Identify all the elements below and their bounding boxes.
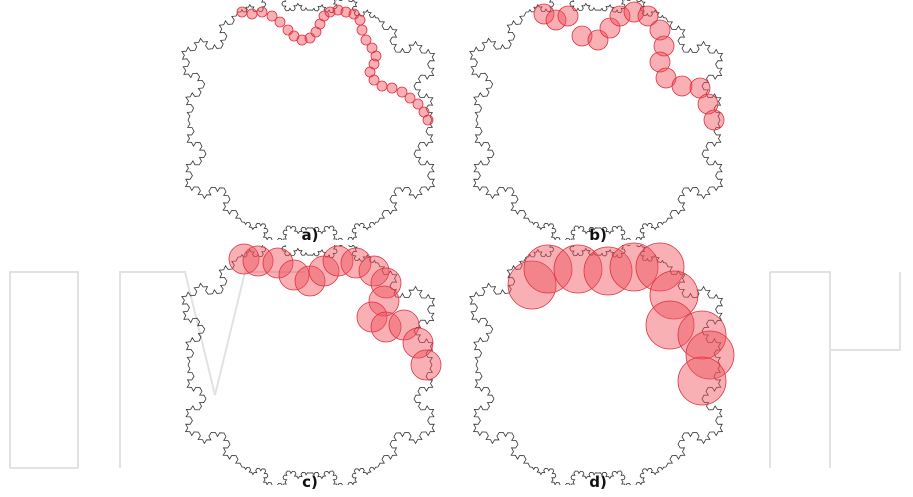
cover-circle-d-0 bbox=[507, 260, 557, 310]
cover-circle-a-3 bbox=[266, 10, 278, 22]
cover-circle-a-11 bbox=[318, 10, 330, 22]
cover-circle-a-23 bbox=[368, 74, 380, 86]
cover-circle-a-13 bbox=[332, 4, 344, 16]
cover-circle-a-14 bbox=[340, 6, 352, 18]
panel-label-b: b) bbox=[589, 226, 607, 244]
cover-circle-a-1 bbox=[246, 8, 258, 20]
cover-circle-c-13 bbox=[388, 309, 420, 341]
cover-circle-a-20 bbox=[370, 50, 382, 62]
koch-outline-a bbox=[181, 0, 436, 240]
cover-circle-c-6 bbox=[322, 245, 354, 277]
cover-circle-a-2 bbox=[256, 6, 268, 18]
cover-circle-a-4 bbox=[274, 16, 286, 28]
cover-circle-d-2 bbox=[553, 244, 603, 294]
cover-circle-a-18 bbox=[360, 34, 372, 46]
panel-b: b) bbox=[448, 0, 748, 244]
cover-circle-b-16 bbox=[703, 109, 725, 131]
koch-outline-b bbox=[469, 0, 724, 240]
cover-circle-c-10 bbox=[368, 285, 400, 317]
cover-circle-b-9 bbox=[649, 19, 671, 41]
cover-circle-c-7 bbox=[340, 247, 372, 279]
cover-circle-b-1 bbox=[545, 9, 567, 31]
cover-circle-c-12 bbox=[370, 311, 402, 343]
cover-circle-d-8 bbox=[677, 310, 727, 360]
cover-circle-b-15 bbox=[697, 93, 719, 115]
circle-cover-c bbox=[228, 243, 442, 381]
panel-label-d: d) bbox=[589, 473, 607, 491]
cover-circle-c-14 bbox=[402, 327, 434, 359]
cover-circle-b-13 bbox=[671, 75, 693, 97]
cover-circle-b-3 bbox=[571, 25, 593, 47]
cover-circle-b-0 bbox=[533, 3, 555, 25]
cover-circle-d-9 bbox=[685, 330, 735, 380]
panel-label-a: a) bbox=[301, 226, 319, 244]
cover-circle-d-10 bbox=[677, 356, 727, 406]
cover-circle-c-1 bbox=[242, 245, 274, 277]
panel-a: a) bbox=[160, 0, 460, 244]
cover-circle-c-8 bbox=[358, 255, 390, 287]
cover-circle-d-4 bbox=[609, 242, 659, 292]
cover-circle-b-2 bbox=[557, 5, 579, 27]
koch-outline-c bbox=[181, 245, 436, 485]
cover-circle-c-2 bbox=[262, 247, 294, 279]
cover-circle-a-17 bbox=[356, 24, 368, 36]
cover-circle-b-8 bbox=[637, 5, 659, 27]
cover-circle-b-10 bbox=[653, 35, 675, 57]
cover-circle-c-0 bbox=[228, 243, 260, 275]
cover-circle-c-15 bbox=[410, 349, 442, 381]
koch-outline-d bbox=[469, 245, 724, 485]
cover-circle-a-25 bbox=[386, 82, 398, 94]
panel-d: d) bbox=[448, 242, 748, 491]
cover-circle-b-11 bbox=[649, 51, 671, 73]
panel-label-c: c) bbox=[302, 473, 318, 491]
cover-circle-c-9 bbox=[370, 267, 402, 299]
cover-circle-a-16 bbox=[354, 14, 366, 26]
circle-cover-d bbox=[507, 242, 735, 406]
cover-circle-d-5 bbox=[635, 242, 685, 292]
cover-circle-a-28 bbox=[412, 98, 424, 110]
cover-circle-b-7 bbox=[623, 1, 645, 23]
cover-circle-d-7 bbox=[645, 300, 695, 350]
cover-circle-a-26 bbox=[396, 86, 408, 98]
circle-cover-a bbox=[236, 4, 434, 126]
cover-circle-a-12 bbox=[324, 6, 336, 18]
cover-circle-a-30 bbox=[422, 114, 434, 126]
panel-c: c) bbox=[160, 243, 460, 491]
cover-circle-d-3 bbox=[583, 246, 633, 296]
cover-circle-a-27 bbox=[404, 92, 416, 104]
circle-cover-b bbox=[533, 1, 725, 131]
cover-circle-b-6 bbox=[609, 5, 631, 27]
cover-circle-a-24 bbox=[376, 80, 388, 92]
cover-circle-d-1 bbox=[523, 244, 573, 294]
cover-circle-a-0 bbox=[236, 6, 248, 18]
cover-circle-c-3 bbox=[278, 259, 310, 291]
cover-circle-a-7 bbox=[296, 34, 308, 46]
